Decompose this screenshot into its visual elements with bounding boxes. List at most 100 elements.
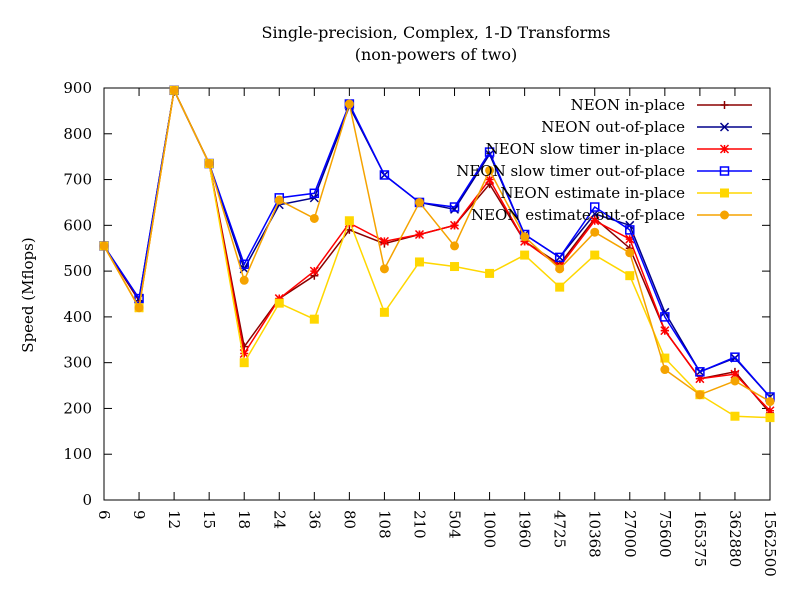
data-point — [625, 234, 635, 244]
y-tick-label: 200 — [63, 399, 92, 417]
x-tick-label: 1562500 — [761, 510, 779, 577]
data-point — [625, 248, 635, 258]
x-tick-label: 210 — [410, 510, 428, 539]
data-point — [449, 202, 460, 212]
x-tick-label: 362880 — [726, 510, 744, 567]
y-axis-label: Speed (Mflops) — [19, 237, 37, 352]
y-tick-label: 400 — [63, 308, 92, 326]
data-point — [99, 241, 109, 251]
data-point — [660, 326, 670, 336]
series-neon-estimate-out-of-place — [99, 85, 775, 407]
data-point — [625, 271, 635, 281]
x-tick-label: 9 — [130, 510, 148, 520]
x-tick-label: 165375 — [691, 510, 709, 567]
data-point — [379, 307, 389, 317]
y-tick-label: 500 — [63, 262, 92, 280]
data-point — [730, 376, 740, 386]
x-tick-label: 24 — [270, 510, 288, 529]
data-point — [695, 374, 705, 384]
data-point — [730, 352, 740, 362]
legend-entry-neon-estimate-out-of-place: NEON estimate out-of-place — [471, 206, 752, 224]
data-point — [309, 213, 319, 223]
legend-entry-neon-in-place: NEON in-place — [571, 96, 752, 114]
x-tick-label: 1960 — [516, 510, 534, 548]
series-neon-estimate-in-place — [99, 85, 775, 423]
data-point — [379, 264, 389, 274]
x-tick-label: 6 — [95, 510, 113, 520]
data-point — [414, 257, 424, 267]
x-tick-label: 504 — [446, 510, 464, 539]
legend-marker — [720, 101, 729, 109]
legend-marker — [720, 210, 729, 220]
data-point — [765, 413, 775, 423]
x-tick-label: 12 — [165, 510, 183, 529]
y-tick-label: 300 — [63, 354, 92, 372]
data-point — [765, 406, 775, 416]
x-tick-label: 108 — [375, 510, 393, 539]
data-point — [484, 147, 495, 157]
y-tick-label: 800 — [63, 125, 92, 143]
x-tick-label: 80 — [340, 510, 358, 529]
data-point — [309, 188, 320, 199]
series-line — [103, 87, 771, 419]
data-point — [520, 232, 530, 242]
plot-frame — [103, 87, 771, 501]
legend: NEON in-place NEON out-of-place NEON slow … — [456, 96, 752, 224]
chart-subtitle: (non-powers of two) — [355, 45, 518, 64]
series-line — [103, 87, 771, 403]
data-point — [555, 282, 565, 292]
legend-marker — [719, 166, 730, 176]
data-point — [450, 241, 460, 251]
data-point — [520, 236, 530, 246]
chart-title: Single-precision, Complex, 1-D Transform… — [261, 23, 610, 42]
x-tick-label: 10368 — [586, 510, 604, 558]
data-point — [204, 159, 214, 169]
legend-entry-neon-slow-timer-in-place: NEON slow timer in-place — [486, 140, 752, 158]
data-point — [379, 236, 389, 246]
data-point — [765, 397, 775, 407]
data-point — [589, 202, 600, 212]
data-point — [274, 298, 284, 308]
legend-label: NEON slow timer out-of-place — [456, 162, 685, 180]
x-tick-label: 36 — [305, 510, 323, 529]
legend-entry-neon-estimate-in-place: NEON estimate in-place — [500, 184, 752, 202]
data-point — [450, 262, 460, 272]
data-point — [485, 175, 495, 185]
data-point — [274, 294, 284, 304]
data-point — [660, 312, 670, 322]
data-point — [239, 259, 249, 269]
y-tick-label: 600 — [63, 216, 92, 234]
y-tick-label: 900 — [63, 79, 92, 97]
x-tick-label: 4725 — [551, 510, 569, 548]
x-tick-label: 1000 — [481, 510, 499, 548]
legend-label: NEON estimate in-place — [500, 184, 685, 202]
legend-marker — [719, 144, 730, 154]
data-point — [414, 229, 425, 240]
legend-label: NEON out-of-place — [541, 118, 685, 136]
data-point — [485, 268, 495, 278]
data-point — [239, 358, 249, 368]
data-point — [134, 303, 144, 313]
data-point — [449, 220, 460, 230]
x-tick-label: 75600 — [656, 510, 674, 558]
series-line — [103, 87, 771, 398]
data-point — [134, 293, 144, 304]
data-point — [414, 197, 424, 207]
data-point — [239, 275, 249, 285]
legend-label: NEON slow timer in-place — [486, 140, 686, 158]
data-point — [169, 85, 179, 95]
x-tick-label: 27000 — [621, 510, 639, 558]
x-tick-label: 18 — [235, 510, 253, 529]
data-point — [730, 411, 740, 421]
data-point — [695, 367, 705, 377]
legend-entry-neon-slow-timer-out-of-place: NEON slow timer out-of-place — [456, 162, 752, 180]
legend-label: NEON in-place — [571, 96, 686, 114]
y-tick-label: 700 — [63, 171, 92, 189]
data-point — [239, 348, 249, 359]
legend-entry-neon-out-of-place: NEON out-of-place — [541, 118, 752, 136]
data-point — [309, 314, 319, 324]
data-point — [590, 216, 600, 226]
data-point — [554, 252, 565, 263]
data-point — [309, 266, 319, 276]
